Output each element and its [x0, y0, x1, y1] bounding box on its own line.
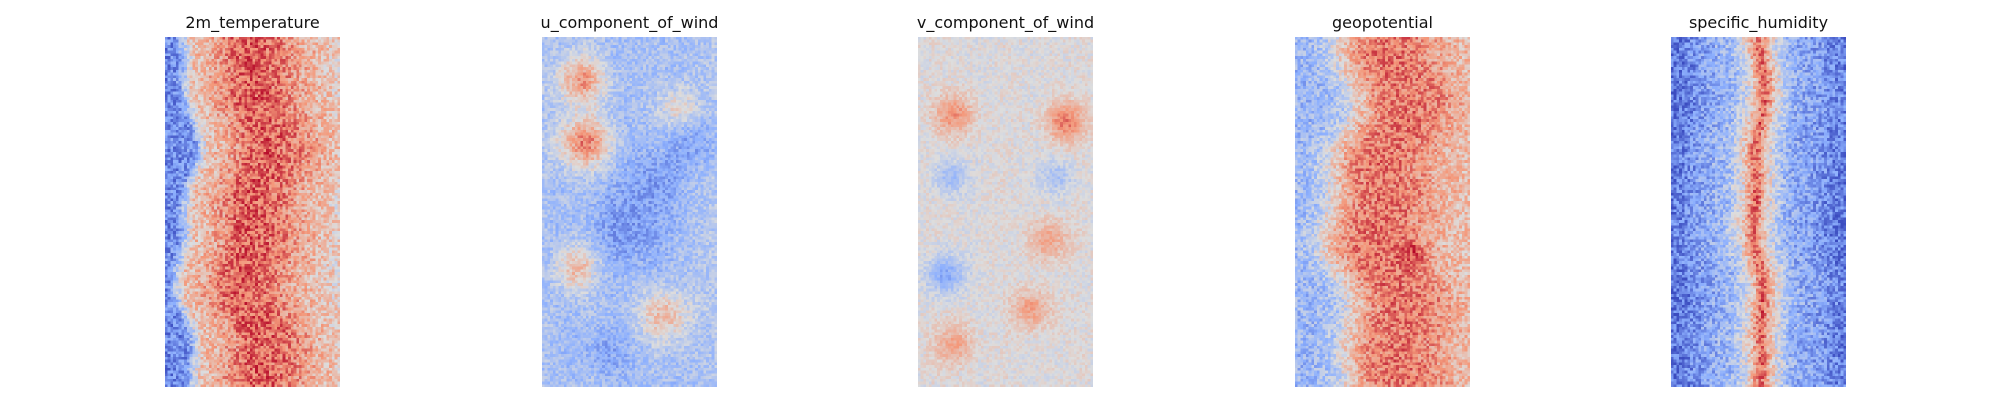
- chart-title: v_component_of_wind: [916, 13, 1095, 32]
- panel-u-component-of-wind: u_component_of_wind: [541, 0, 718, 400]
- chart-title: u_component_of_wind: [540, 13, 719, 32]
- panel-specific-humidity: specific_humidity: [1671, 0, 1846, 400]
- panel-v-component-of-wind: v_component_of_wind: [917, 0, 1094, 400]
- heatmap-v-component-of-wind: [918, 37, 1093, 387]
- panel-2m-temperature: 2m_temperature: [165, 0, 340, 400]
- heatmap-u-component-of-wind: [542, 37, 717, 387]
- heatmap-2m-temperature: [165, 37, 340, 387]
- panel-geopotential: geopotential: [1295, 0, 1470, 400]
- heatmap-specific-humidity: [1671, 37, 1846, 387]
- chart-title: 2m_temperature: [185, 13, 320, 32]
- heatmap-geopotential: [1295, 37, 1470, 387]
- chart-title: specific_humidity: [1688, 13, 1829, 32]
- chart-title: geopotential: [1332, 13, 1433, 32]
